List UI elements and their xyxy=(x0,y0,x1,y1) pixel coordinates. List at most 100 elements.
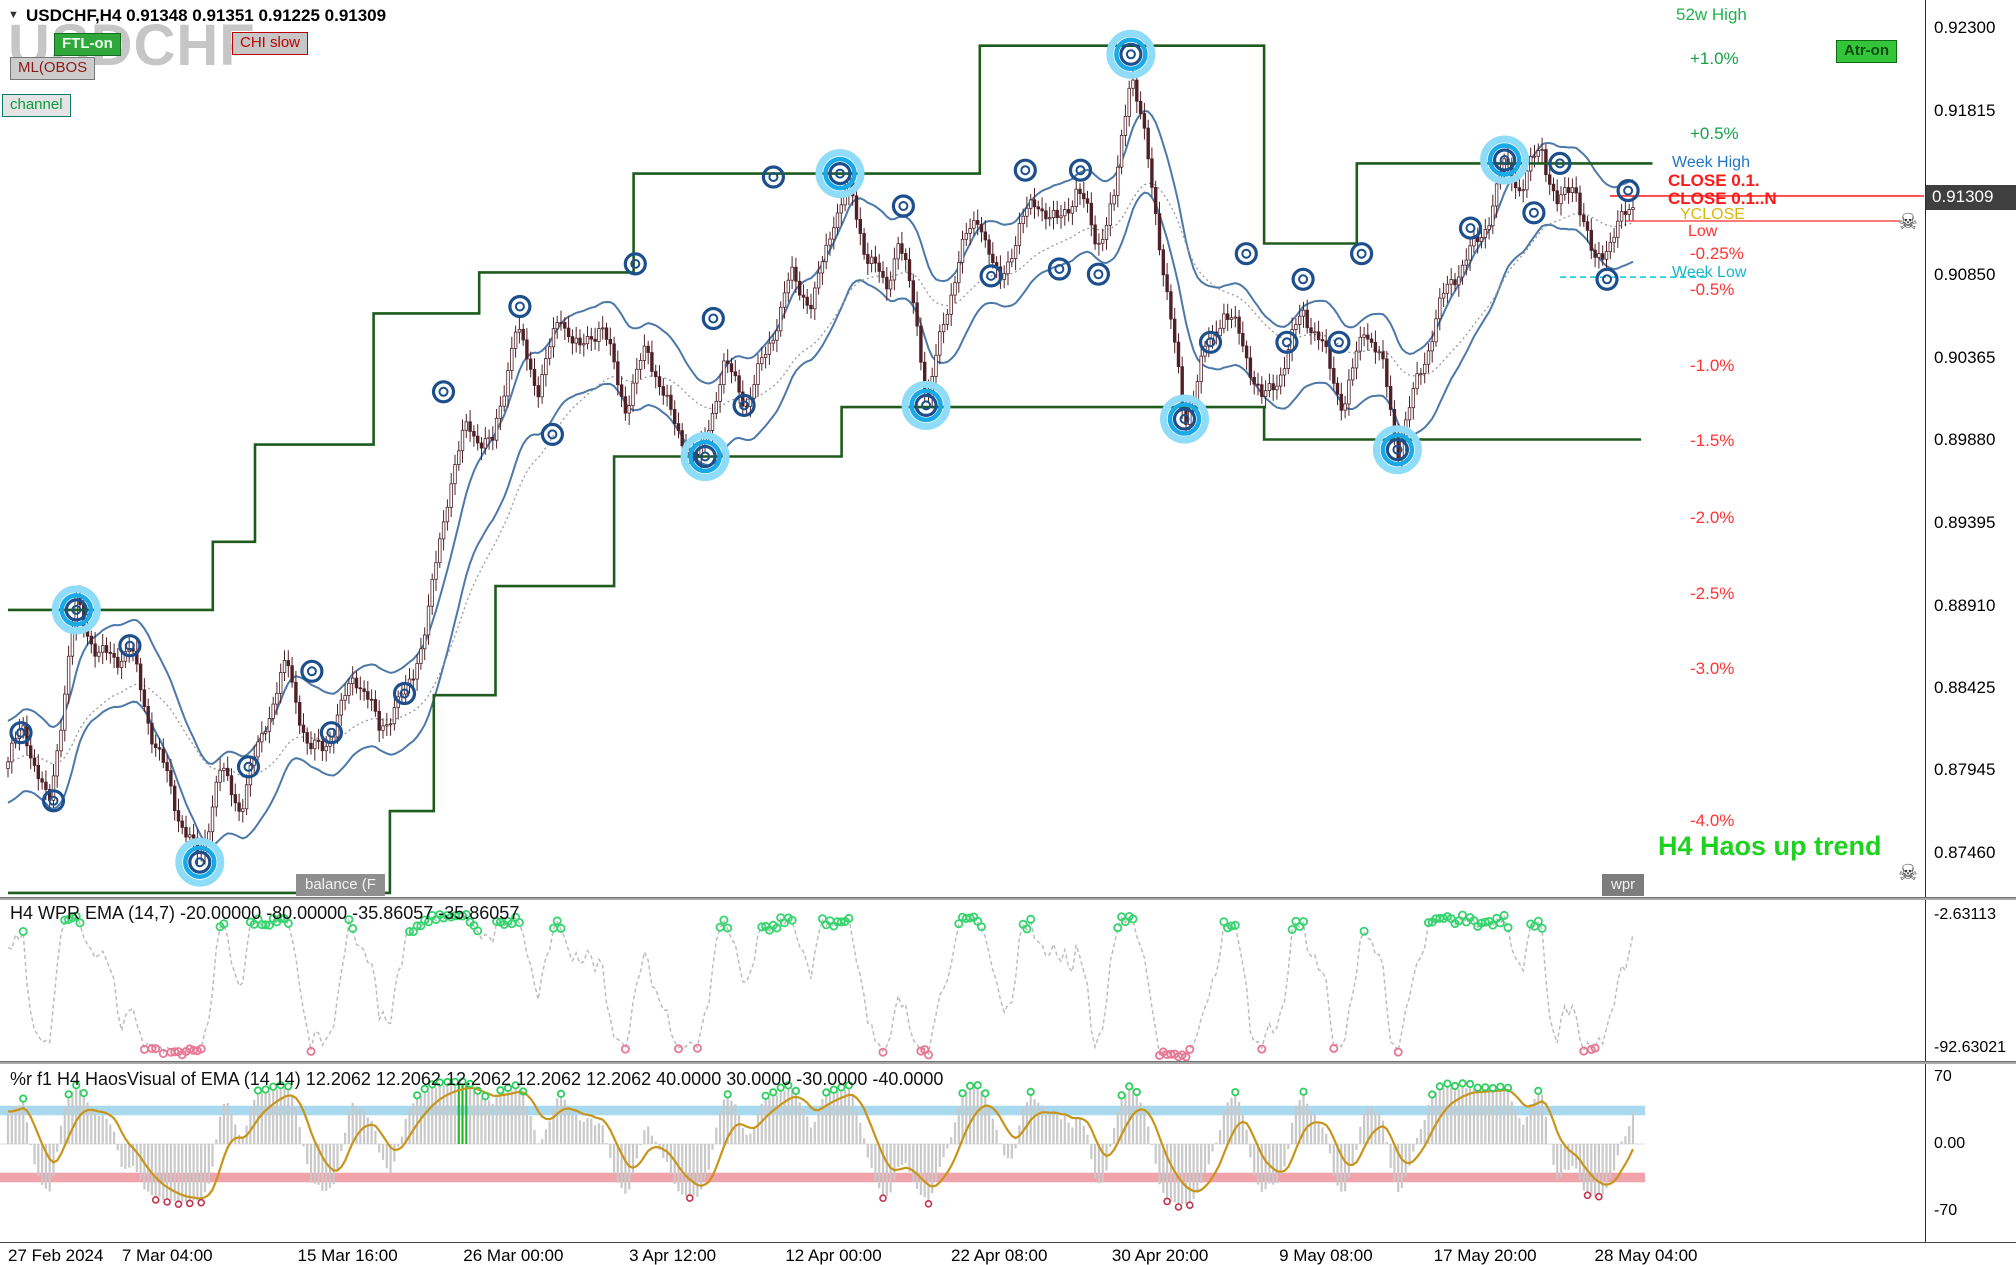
pr-top-dot xyxy=(837,1083,846,1092)
wpr-oversold-dot xyxy=(1329,1043,1339,1053)
pr-bottom-dot xyxy=(186,1199,194,1208)
pr-top-dot xyxy=(973,1081,982,1090)
signal-marker-center xyxy=(1298,274,1309,285)
time-axis-label: 28 May 04:00 xyxy=(1594,1246,1698,1265)
wpr-overbought-dot xyxy=(965,913,975,923)
signal-marker xyxy=(1349,242,1374,266)
pr-top-dot xyxy=(1458,1079,1467,1088)
pr-top-dot xyxy=(450,1077,460,1086)
signal-marker xyxy=(392,681,417,706)
wpr-overbought-dot xyxy=(1230,920,1240,930)
pr-top-dot xyxy=(428,1080,437,1089)
wpr-overbought-dot xyxy=(492,917,502,927)
signal-marker-center xyxy=(768,172,779,182)
signal-marker xyxy=(914,393,938,417)
pr-top-dot xyxy=(1534,1086,1543,1096)
time-axis-label: 27 Feb 2024 xyxy=(8,1246,104,1265)
signal-marker-center xyxy=(1093,269,1104,280)
wpr-overbought-dot xyxy=(1424,918,1434,928)
time-axis-label: 3 Apr 12:00 xyxy=(629,1246,717,1265)
wpr-overbought-dot xyxy=(219,919,229,929)
wpr-overbought-dot xyxy=(787,915,797,925)
signal-marker xyxy=(1492,148,1517,172)
signal-marker xyxy=(1595,267,1619,291)
pr-lower-band xyxy=(0,1172,1645,1183)
highlight-marker-halo xyxy=(1372,425,1422,475)
pr-signal-line xyxy=(7,1086,1634,1200)
wpr-button[interactable]: wpr xyxy=(1602,874,1645,896)
panel-divider-wpr-haos[interactable] xyxy=(0,1061,2016,1064)
signal-marker xyxy=(1068,158,1093,182)
indicator-chip-ml-obos[interactable]: ML(OBOS xyxy=(10,57,96,80)
level-label: Week High xyxy=(1672,154,1750,171)
balance-line xyxy=(7,182,1634,778)
pr-bottom-dot xyxy=(174,1200,183,1208)
signal-marker xyxy=(1086,262,1111,286)
wpr-overbought-dot xyxy=(1128,914,1138,924)
pr-top-dot xyxy=(1117,1091,1126,1100)
indicator-chip-channel[interactable]: channel xyxy=(2,94,71,117)
level-label: +1.0% xyxy=(1690,49,1739,68)
pr-top-dot xyxy=(1125,1082,1134,1091)
signal-marker xyxy=(1172,407,1197,431)
signal-marker xyxy=(300,659,324,683)
wpr-overbought-dot xyxy=(60,915,70,925)
pr-axis-low-label: -70 xyxy=(1934,1201,1958,1219)
signal-marker xyxy=(64,598,88,622)
signal-marker-center xyxy=(1054,264,1065,274)
pr-top-dot xyxy=(269,1082,278,1091)
wpr-oversold-dot xyxy=(1393,1047,1403,1057)
pr-top-dot xyxy=(1026,1087,1035,1096)
wpr-overbought-dot xyxy=(1488,920,1498,930)
level-label: YCLOSE xyxy=(1680,206,1745,223)
signal-marker xyxy=(319,721,343,745)
price-axis-label: 0.89880 xyxy=(1934,430,1996,450)
time-axis-label: 17 May 20:00 xyxy=(1433,1246,1537,1265)
time-axis-label: 26 Mar 00:00 xyxy=(463,1246,564,1265)
current-price-tag: 0.91309 xyxy=(1926,184,2016,210)
pr-top-dot xyxy=(784,1081,793,1090)
signal-marker xyxy=(1047,257,1072,281)
signal-marker-center xyxy=(48,795,59,806)
indicator-chip-ftl[interactable]: FTL-on xyxy=(54,33,121,56)
signal-marker-center xyxy=(514,301,525,312)
balance-button[interactable]: balance (F xyxy=(296,874,385,896)
wpr-overbought-dot xyxy=(18,927,28,937)
signal-marker xyxy=(1198,330,1223,354)
pr-top-dot xyxy=(1299,1087,1308,1096)
wpr-overbought-dot xyxy=(276,913,286,923)
wpr-oversold-dot xyxy=(1181,1052,1191,1062)
signal-marker xyxy=(9,721,33,745)
channel-lower-line xyxy=(8,405,1642,895)
haosvisual-indicator-title: %r f1 H4 HaosVisual of EMA (14 14) 12.20… xyxy=(10,1069,944,1089)
pr-top-dot xyxy=(769,1088,778,1097)
wpr-overbought-dot xyxy=(1458,910,1468,920)
indicator-chip-atr[interactable]: Atr-on xyxy=(1836,40,1897,63)
wpr-overbought-dot xyxy=(348,924,358,934)
wpr-overbought-dot xyxy=(1287,925,1297,935)
pr-top-dot xyxy=(79,1089,88,1098)
pr-top-dot xyxy=(496,1086,505,1095)
signal-marker-center xyxy=(630,258,641,269)
pr-top-dot xyxy=(253,1086,263,1095)
panel-divider-main-wpr[interactable] xyxy=(0,897,2016,900)
wpr-overbought-dot xyxy=(71,911,81,921)
highlight-marker-ring xyxy=(1487,143,1522,177)
pr-top-dot xyxy=(958,1089,967,1098)
pr-top-dot xyxy=(511,1081,520,1090)
pr-top-dot xyxy=(761,1091,770,1100)
signal-marker xyxy=(828,162,852,186)
wpr-overbought-dot xyxy=(836,917,846,927)
pr-top-dot xyxy=(519,1087,528,1096)
signal-marker xyxy=(732,393,756,417)
pr-bottom-dot xyxy=(685,1194,694,1202)
indicator-chip-chi-slow[interactable]: CHI slow xyxy=(232,32,309,55)
pr-top-dot xyxy=(844,1081,854,1090)
signal-marker-center xyxy=(1554,158,1565,169)
symbol-dropdown-icon[interactable]: ▼ xyxy=(8,9,19,21)
pr-top-dot xyxy=(965,1081,975,1091)
signal-marker xyxy=(701,306,725,331)
signal-marker-center xyxy=(1241,248,1252,259)
highlight-marker-ring xyxy=(688,439,722,474)
